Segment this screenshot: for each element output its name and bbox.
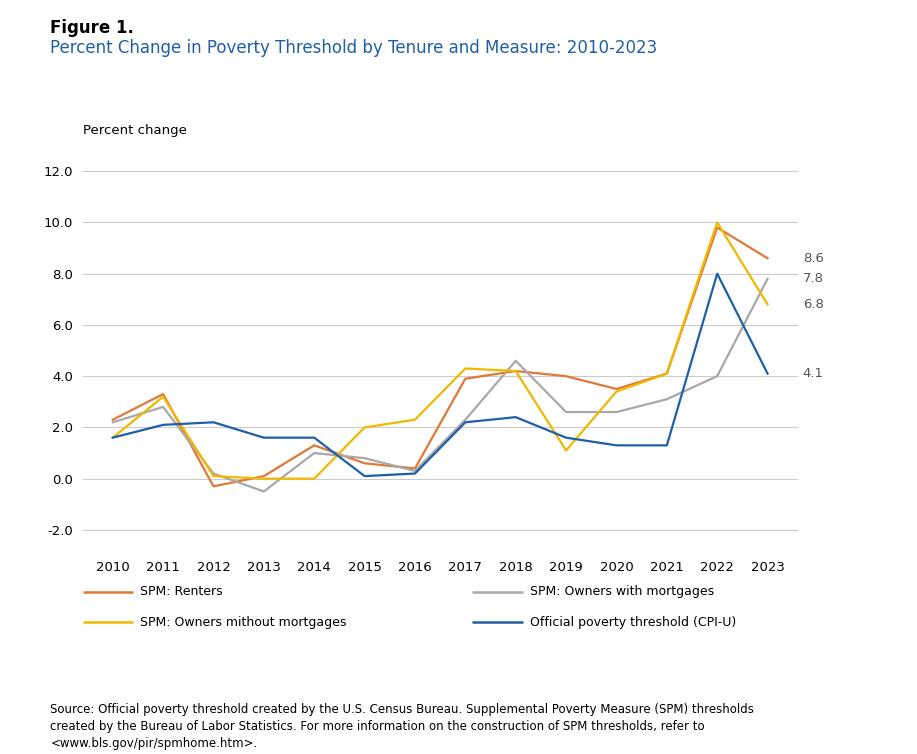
Text: SPM: Owners mithout mortgages: SPM: Owners mithout mortgages [140,615,347,629]
Text: 4.1: 4.1 [802,367,823,380]
Text: Percent Change in Poverty Threshold by Tenure and Measure: 2010-2023: Percent Change in Poverty Threshold by T… [50,39,657,57]
Text: 6.8: 6.8 [802,298,823,311]
Text: Source: Official poverty threshold created by the U.S. Census Bureau. Supplement: Source: Official poverty threshold creat… [50,703,755,750]
Text: 8.6: 8.6 [802,252,823,265]
Text: Official poverty threshold (CPI-U): Official poverty threshold (CPI-U) [530,615,736,629]
Text: SPM: Renters: SPM: Renters [140,585,223,599]
Text: Figure 1.: Figure 1. [50,19,134,37]
Text: SPM: Owners with mortgages: SPM: Owners with mortgages [530,585,714,599]
Text: 7.8: 7.8 [802,272,823,285]
Text: Percent change: Percent change [83,124,186,136]
